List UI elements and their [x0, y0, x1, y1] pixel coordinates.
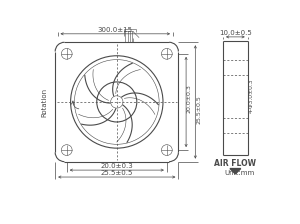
Text: 300.0±15: 300.0±15: [98, 27, 133, 33]
Text: Rotation: Rotation: [41, 87, 47, 116]
Text: 25.5±0.5: 25.5±0.5: [197, 95, 202, 124]
Text: 20.0±0.3: 20.0±0.3: [187, 84, 192, 112]
Text: Unit:mm: Unit:mm: [224, 170, 254, 176]
Text: AIR FLOW: AIR FLOW: [214, 159, 256, 168]
Polygon shape: [230, 169, 241, 174]
Text: 20.0±0.3: 20.0±0.3: [100, 163, 133, 169]
Text: 10.0±0.5: 10.0±0.5: [219, 30, 252, 36]
Text: 25.5±0.5: 25.5±0.5: [100, 170, 133, 176]
Text: 4-Φ3.0±0.3: 4-Φ3.0±0.3: [249, 78, 254, 113]
